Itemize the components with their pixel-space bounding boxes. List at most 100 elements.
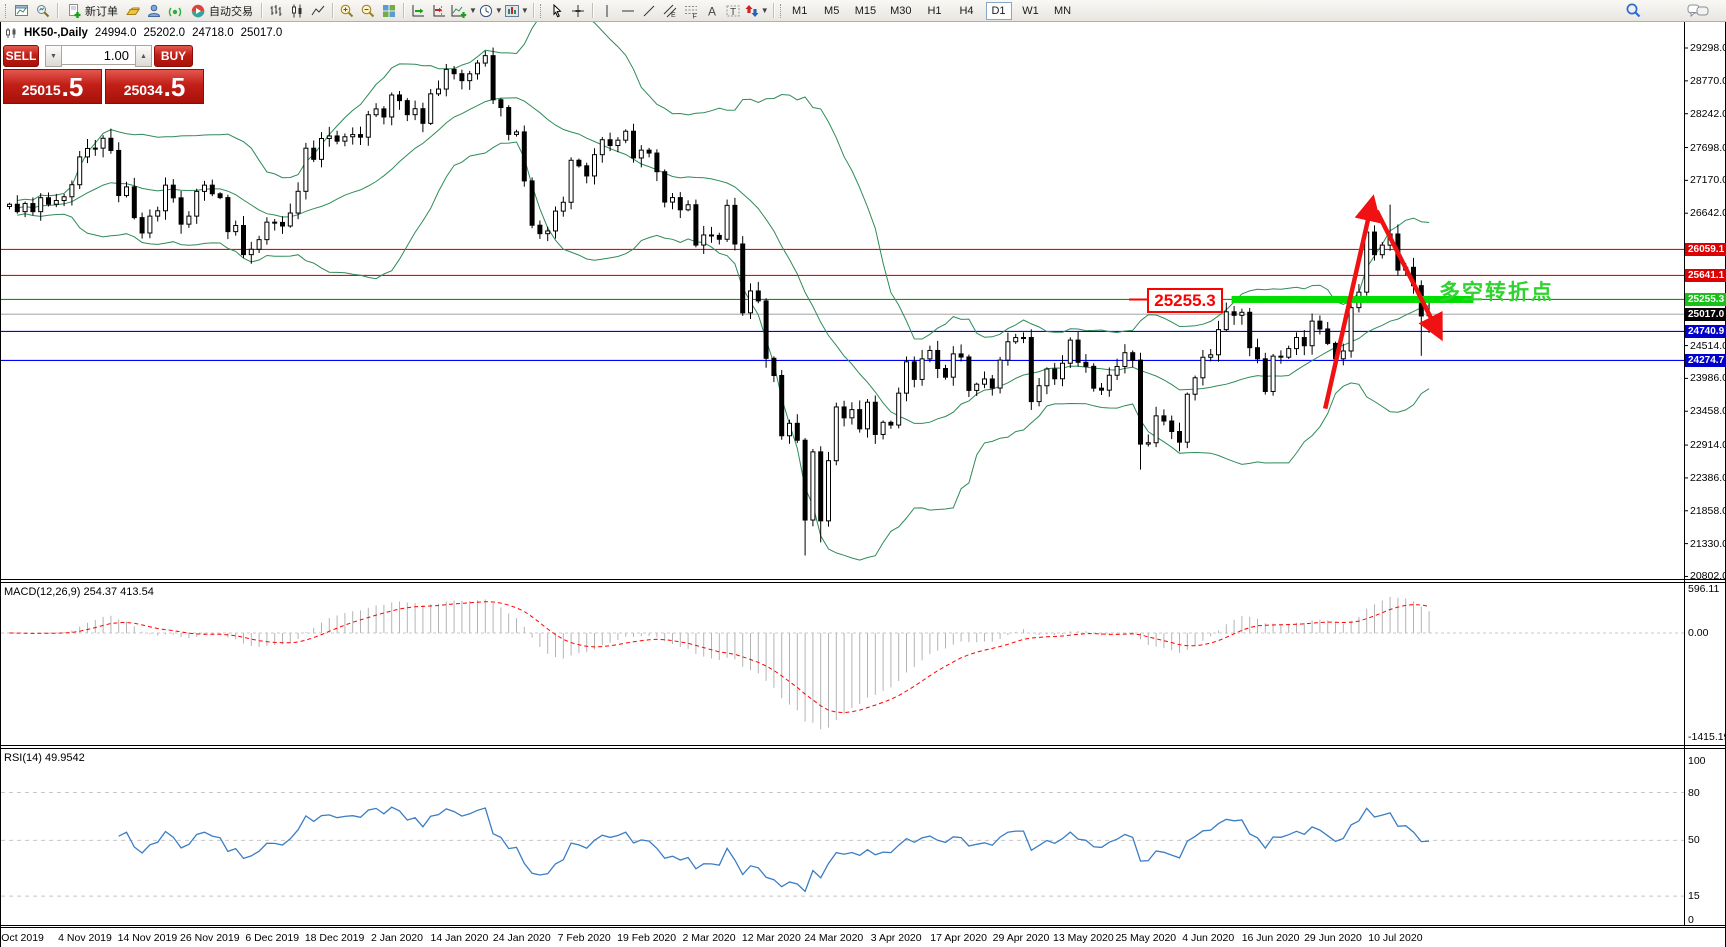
candle	[1317, 320, 1323, 330]
candle	[1161, 415, 1167, 422]
buy-price-display[interactable]: 25034 .5	[105, 69, 204, 104]
bb-upper-band	[17, 22, 1430, 340]
candle	[716, 234, 722, 240]
candle	[389, 94, 395, 118]
candle	[506, 107, 512, 135]
candle	[1067, 339, 1073, 364]
bb-lower-band	[17, 141, 1430, 561]
search-icon[interactable]	[1623, 2, 1643, 20]
candle	[1177, 431, 1182, 443]
sell-button[interactable]: SELL	[3, 45, 39, 67]
cursor-icon[interactable]	[547, 2, 567, 20]
vertical-line-icon[interactable]	[597, 2, 617, 20]
new-chart-icon[interactable]	[12, 2, 32, 20]
candle	[139, 217, 145, 234]
candle	[256, 239, 262, 250]
timeframe-mn[interactable]: MN	[1053, 4, 1072, 17]
periods-clock-icon[interactable]: ▼	[478, 2, 503, 20]
candle	[108, 137, 114, 151]
chart-shift-icon[interactable]	[429, 2, 449, 20]
timeframe-h1[interactable]: H1	[927, 4, 942, 17]
timeframe-m30[interactable]: M30	[890, 4, 912, 17]
volume-input[interactable]: 1.00	[62, 45, 135, 65]
trendline-icon[interactable]	[639, 2, 659, 20]
tile-windows-icon[interactable]	[379, 2, 399, 20]
candle	[1309, 320, 1315, 347]
timeframe-m15[interactable]: M15	[854, 4, 877, 17]
candle	[670, 197, 675, 203]
candle	[342, 136, 348, 142]
candle	[350, 134, 356, 138]
timeframe-m5[interactable]: M5	[824, 4, 840, 17]
horizontal-line-icon[interactable]	[618, 2, 638, 20]
price-tag-annotation[interactable]: 25255.3	[1147, 288, 1223, 313]
line-chart-icon[interactable]	[308, 2, 328, 20]
auto-trading-button[interactable]: 自动交易	[186, 2, 257, 20]
candle	[272, 221, 278, 224]
timeframe-m1[interactable]: M1	[792, 4, 808, 17]
volume-decrease-button[interactable]: ▼	[45, 45, 62, 67]
candle	[475, 62, 480, 75]
equidistant-channel-icon[interactable]: E	[660, 2, 680, 20]
toolbar-separator	[772, 3, 774, 18]
crosshair-icon[interactable]	[568, 2, 588, 20]
chat-icon[interactable]	[1687, 2, 1709, 20]
community-icon[interactable]	[144, 2, 164, 20]
sell-price-display[interactable]: 25015 .5	[3, 69, 102, 104]
profiles-icon[interactable]	[33, 2, 53, 20]
sell-price-main: 25015	[21, 82, 61, 98]
fibonacci-icon[interactable]: F	[681, 2, 701, 20]
date-label: 7 Feb 2020	[557, 932, 611, 944]
horizontal-level-lines[interactable]	[1, 248, 1684, 362]
price-tick-label: 27170.0	[1690, 174, 1726, 187]
zoom-in-icon[interactable]	[337, 2, 357, 20]
date-label: 24 Mar 2020	[804, 932, 864, 944]
candle	[1130, 352, 1136, 361]
auto-scroll-icon[interactable]	[408, 2, 428, 20]
candle	[163, 184, 168, 212]
candle	[38, 197, 44, 213]
price-tick-label: 21858.0	[1690, 504, 1726, 517]
gold-symbol-icon[interactable]	[123, 2, 143, 20]
turning-point-label[interactable]: 多空转折点	[1439, 281, 1554, 304]
timeframe-w1[interactable]: W1	[1022, 4, 1039, 17]
chart-canvas[interactable]	[1, 22, 1725, 947]
volume-increase-button[interactable]: ▲	[135, 45, 152, 67]
candle	[701, 234, 707, 246]
candle	[381, 108, 387, 118]
text-label-icon[interactable]: T	[723, 2, 743, 20]
candle	[178, 197, 184, 225]
candle	[498, 99, 504, 109]
price-tick-label: 24514.0	[1690, 339, 1726, 352]
quote-close: 25017.0	[240, 27, 283, 39]
indicators-add-icon[interactable]: ▼	[450, 2, 477, 20]
templates-icon[interactable]: ▼	[504, 2, 529, 20]
candle	[61, 196, 67, 202]
candle	[958, 353, 964, 358]
signals-icon[interactable]	[165, 2, 185, 20]
candle	[1028, 336, 1034, 403]
candle	[545, 230, 551, 235]
date-label: 3 Apr 2020	[870, 932, 922, 944]
candle	[607, 139, 613, 147]
candle	[1372, 231, 1377, 256]
arrows-shapes-icon[interactable]: ▼	[744, 2, 769, 20]
candle	[615, 139, 621, 147]
text-icon[interactable]: A	[702, 2, 722, 20]
date-label: 6 Dec 2019	[245, 932, 300, 944]
timeframe-h4[interactable]: H4	[959, 4, 974, 17]
candlestick-chart-icon[interactable]	[287, 2, 307, 20]
buy-button[interactable]: BUY	[154, 45, 193, 67]
macd-plot	[1, 596, 1684, 730]
candle	[1231, 311, 1237, 316]
candle	[30, 203, 36, 213]
zoom-out-icon[interactable]	[358, 2, 378, 20]
candle	[732, 204, 738, 245]
new-order-button[interactable]: 新订单	[62, 2, 122, 20]
candle	[373, 108, 379, 116]
bar-chart-icon[interactable]	[266, 2, 286, 20]
drawing-annotations[interactable]	[1129, 194, 1474, 410]
candle	[1255, 347, 1260, 360]
candle	[911, 361, 917, 380]
timeframe-d1[interactable]: D1	[985, 1, 1012, 20]
